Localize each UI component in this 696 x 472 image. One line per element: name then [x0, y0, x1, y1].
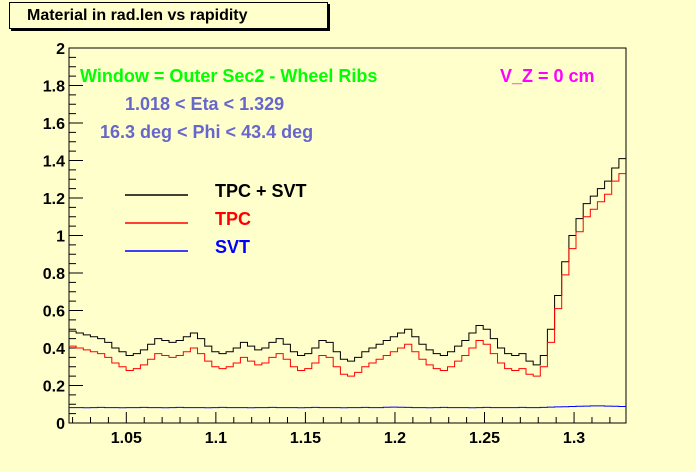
vz-annotation: V_Z = 0 cm	[500, 66, 595, 86]
legend-label: SVT	[215, 237, 250, 257]
y-tick-label: 0	[56, 416, 65, 433]
x-tick-label: 1.2	[384, 430, 406, 447]
y-tick-label: 1.2	[43, 191, 65, 208]
x-tick-label: 1.05	[111, 430, 142, 447]
y-tick-label: 2	[56, 41, 65, 58]
legend-label: TPC	[215, 209, 251, 229]
series-line-tpc	[69, 173, 626, 377]
eta-annotation: 1.018 < Eta < 1.329	[125, 94, 284, 114]
y-tick-label: 0.4	[43, 341, 65, 358]
y-tick-label: 1	[56, 229, 65, 246]
legend-label: TPC + SVT	[215, 181, 307, 201]
y-tick-label: 1.4	[43, 154, 65, 171]
x-tick-label: 1.15	[290, 430, 321, 447]
y-tick-label: 0.6	[43, 304, 65, 321]
x-tick-label: 1.25	[469, 430, 500, 447]
x-tick-label: 1.1	[205, 430, 227, 447]
chart-title: Material in rad.len vs rapidity	[9, 2, 328, 29]
series-line-svt	[69, 405, 626, 409]
y-tick-label: 0.8	[43, 266, 65, 283]
y-tick-label: 1.8	[43, 79, 65, 96]
phi-annotation: 16.3 deg < Phi < 43.4 deg	[100, 122, 313, 142]
series-line-tpc-svt	[69, 158, 626, 366]
x-tick-label: 1.3	[563, 430, 585, 447]
window-annotation: Window = Outer Sec2 - Wheel Ribs	[80, 66, 377, 86]
y-tick-label: 1.6	[43, 116, 65, 133]
y-tick-label: 0.2	[43, 379, 65, 396]
